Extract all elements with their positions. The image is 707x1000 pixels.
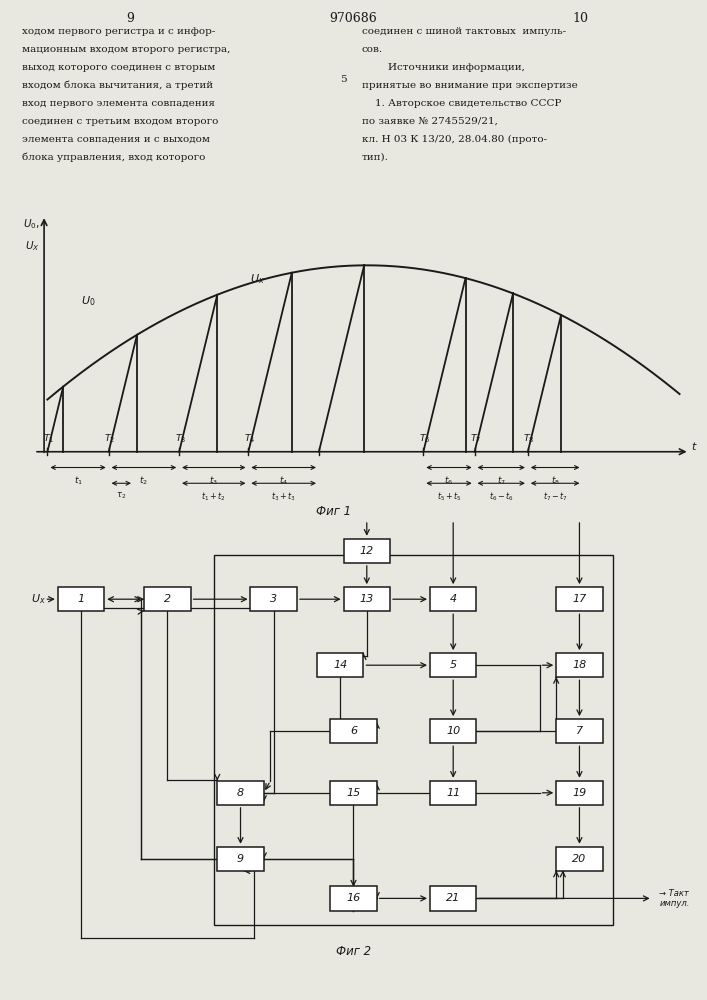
Bar [430, 653, 477, 677]
Text: 4: 4 [450, 594, 457, 604]
Text: Источники информации,: Источники информации, [362, 63, 525, 72]
Text: $U_x$: $U_x$ [31, 592, 46, 606]
Text: Фиг 2: Фиг 2 [336, 945, 371, 958]
Text: 13: 13 [360, 594, 374, 604]
Bar [317, 653, 363, 677]
Bar [344, 587, 390, 611]
Text: $U_0$: $U_0$ [81, 294, 95, 308]
Bar [556, 587, 602, 611]
Text: $t_8$: $t_8$ [551, 474, 560, 487]
Text: сов.: сов. [362, 45, 383, 54]
Text: кл. Н 03 К 13/20, 28.04.80 (прото-: кл. Н 03 К 13/20, 28.04.80 (прото- [362, 135, 547, 144]
Text: $U_0,$: $U_0,$ [23, 217, 40, 231]
Bar [330, 886, 377, 910]
Text: 12: 12 [360, 546, 374, 556]
Bar [144, 587, 191, 611]
Text: 6: 6 [350, 726, 357, 736]
Text: 9: 9 [126, 12, 134, 25]
Text: 11: 11 [446, 788, 460, 798]
Text: 3: 3 [270, 594, 277, 604]
Text: $U_X$: $U_X$ [25, 239, 40, 253]
Bar [430, 587, 477, 611]
Text: $T_8$: $T_8$ [523, 432, 535, 445]
Bar [217, 781, 264, 805]
Text: $t_6-t_6$: $t_6-t_6$ [489, 490, 514, 503]
Text: $t_2$: $t_2$ [139, 474, 148, 487]
Text: $t_5+t_5$: $t_5+t_5$ [436, 490, 462, 503]
Text: соединен с шиной тактовых  импуль-: соединен с шиной тактовых импуль- [362, 27, 566, 36]
Text: $\tau_2$: $\tau_2$ [116, 490, 127, 501]
Text: $t$: $t$ [691, 440, 698, 452]
Text: выход которого соединен с вторым: выход которого соединен с вторым [22, 63, 216, 72]
Bar [344, 539, 390, 563]
Text: $T_2$: $T_2$ [105, 432, 116, 445]
Text: 16: 16 [346, 893, 361, 903]
Bar [217, 847, 264, 871]
Text: 5: 5 [450, 660, 457, 670]
Bar [58, 587, 105, 611]
Text: 17: 17 [573, 594, 587, 604]
Text: 970686: 970686 [329, 12, 377, 25]
Text: мационным входом второго регистра,: мационным входом второго регистра, [22, 45, 230, 54]
Text: $t_3$: $t_3$ [209, 474, 218, 487]
Text: $T_3$: $T_3$ [175, 432, 186, 445]
Text: $U_x$: $U_x$ [250, 272, 265, 286]
Text: 20: 20 [573, 854, 587, 864]
Text: входом блока вычитания, а третий: входом блока вычитания, а третий [22, 81, 213, 91]
Text: 19: 19 [573, 788, 587, 798]
Bar [556, 653, 602, 677]
Bar [556, 847, 602, 871]
Text: 10: 10 [446, 726, 460, 736]
Text: тип).: тип). [362, 153, 389, 162]
Text: → Такт
импул.: → Такт импул. [659, 889, 689, 908]
Text: блока управления, вход которого: блока управления, вход которого [22, 153, 205, 162]
Text: 9: 9 [237, 854, 244, 864]
Text: $t_1$: $t_1$ [74, 474, 83, 487]
Text: 1. Авторское свидетельство СССР: 1. Авторское свидетельство СССР [362, 99, 561, 108]
Text: $T_7$: $T_7$ [470, 432, 481, 445]
Text: 15: 15 [346, 788, 361, 798]
Bar [214, 555, 613, 925]
Text: $t_4$: $t_4$ [279, 474, 288, 487]
Text: 18: 18 [573, 660, 587, 670]
Text: принятые во внимание при экспертизе: принятые во внимание при экспертизе [362, 81, 578, 90]
Text: соединен с третьим входом второго: соединен с третьим входом второго [22, 117, 218, 126]
Text: 8: 8 [237, 788, 244, 798]
Text: 1: 1 [78, 594, 85, 604]
Text: 2: 2 [164, 594, 171, 604]
Text: вход первого элемента совпадения: вход первого элемента совпадения [22, 99, 215, 108]
Text: 10: 10 [572, 12, 588, 25]
Text: $t_7$: $t_7$ [497, 474, 506, 487]
Text: $T_6$: $T_6$ [419, 432, 431, 445]
Text: 7: 7 [576, 726, 583, 736]
Text: $t_1+t_2$: $t_1+t_2$ [201, 490, 226, 503]
Bar [556, 781, 602, 805]
Text: $t_6$: $t_6$ [445, 474, 454, 487]
Text: ходом первого регистра и с инфор-: ходом первого регистра и с инфор- [22, 27, 216, 36]
Text: $T_1$: $T_1$ [43, 432, 54, 445]
Text: 21: 21 [446, 893, 460, 903]
Bar [330, 719, 377, 743]
Bar [430, 886, 477, 910]
Text: 5: 5 [340, 75, 346, 84]
Bar [330, 781, 377, 805]
Bar [430, 781, 477, 805]
Text: по заявке № 2745529/21,: по заявке № 2745529/21, [362, 117, 498, 126]
Text: Фиг 1: Фиг 1 [316, 505, 351, 518]
Bar [250, 587, 297, 611]
Bar [430, 719, 477, 743]
Bar [556, 719, 602, 743]
Text: 14: 14 [333, 660, 347, 670]
Text: $T_4$: $T_4$ [244, 432, 255, 445]
Text: $t_3+t_3$: $t_3+t_3$ [271, 490, 296, 503]
Text: элемента совпадения и с выходом: элемента совпадения и с выходом [22, 135, 210, 144]
Text: $t_7-t_7$: $t_7-t_7$ [542, 490, 568, 503]
